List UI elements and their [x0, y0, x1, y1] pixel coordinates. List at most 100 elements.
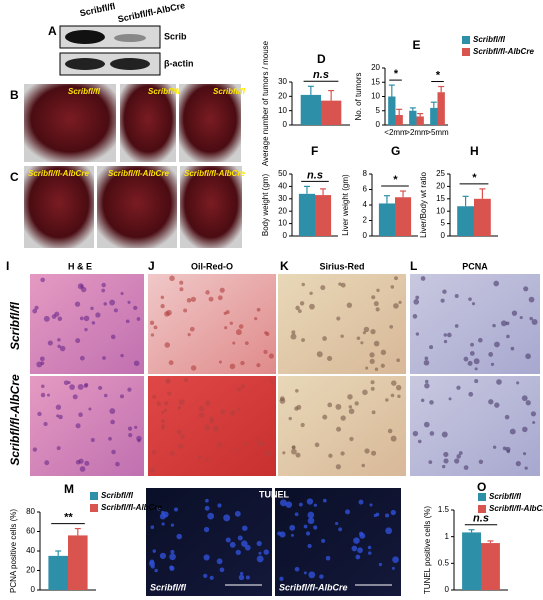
nucleus	[349, 436, 354, 442]
legend-label: Scribfl/fl-AlbCre	[489, 504, 543, 513]
nucleus	[358, 531, 364, 537]
significance-label: *	[393, 174, 398, 186]
nucleus	[136, 317, 141, 321]
histology-image	[148, 274, 276, 374]
nucleus	[178, 444, 184, 449]
nucleus	[494, 402, 500, 408]
nucleus	[40, 361, 45, 366]
stain-label: H & E	[68, 261, 92, 271]
significance-label: **	[64, 511, 73, 523]
nucleus	[305, 531, 311, 536]
nucleus	[205, 290, 210, 295]
nucleus	[469, 351, 475, 356]
liver-photos	[24, 84, 242, 248]
nucleus	[321, 538, 326, 543]
nucleus	[325, 555, 331, 561]
nucleus	[209, 575, 214, 580]
nucleus	[57, 338, 61, 342]
nucleus	[327, 355, 333, 362]
y-tick-label: 15	[371, 77, 380, 86]
nucleus	[263, 349, 268, 354]
nucleus	[39, 356, 45, 362]
nucleus	[511, 310, 518, 316]
nucleus	[217, 503, 222, 508]
nucleus	[232, 341, 236, 345]
nucleus	[370, 386, 375, 391]
nucleus	[237, 535, 243, 541]
nucleus	[395, 384, 402, 391]
nucleus	[88, 407, 92, 411]
nucleus	[234, 448, 238, 453]
nucleus	[338, 282, 342, 286]
y-tick-label: 20	[278, 91, 287, 100]
legend-swatch	[90, 504, 98, 512]
y-tick-label: 30	[278, 77, 287, 86]
nucleus	[297, 309, 302, 314]
nucleus	[179, 280, 184, 285]
nucleus	[109, 299, 116, 306]
nucleus	[412, 430, 419, 437]
nucleus	[199, 412, 205, 418]
legend-swatch	[462, 36, 470, 44]
nucleus	[84, 460, 90, 466]
nucleus	[205, 457, 209, 462]
nucleus	[308, 571, 316, 579]
nucleus	[463, 465, 469, 470]
y-tick-label: 10	[436, 206, 445, 215]
blot-band	[110, 58, 150, 70]
stain-label: Oil-Red-O	[191, 261, 233, 271]
nucleus	[176, 533, 182, 540]
nucleus	[380, 349, 387, 356]
bar	[395, 115, 403, 125]
bar	[481, 543, 500, 590]
legend-swatch	[90, 492, 98, 500]
nucleus	[183, 377, 189, 383]
nucleus	[74, 301, 81, 307]
nucleus	[442, 289, 447, 294]
bar	[409, 110, 417, 125]
y-axis-label: Liver weight (gm)	[341, 174, 350, 236]
nucleus	[120, 291, 124, 296]
histology-image	[30, 376, 144, 476]
nucleus	[57, 344, 61, 349]
nucleus	[190, 296, 197, 302]
nucleus	[291, 445, 296, 450]
nucleus	[394, 276, 398, 281]
stain-label: PCNA	[462, 261, 488, 271]
nucleus	[134, 425, 138, 429]
liver-photo	[97, 166, 177, 248]
nucleus	[340, 415, 346, 421]
nucleus	[47, 340, 53, 346]
nucleus	[291, 448, 297, 455]
nucleus	[448, 397, 452, 401]
nucleus	[504, 414, 510, 420]
bar	[321, 100, 342, 125]
nucleus	[268, 353, 275, 359]
photo-label: Scribfl/fl	[213, 87, 246, 96]
nucleus	[516, 381, 520, 385]
panel-letter: I	[6, 259, 9, 273]
y-axis-label: TUNEL positive cells (%)	[423, 506, 432, 595]
nucleus	[81, 286, 87, 293]
nucleus	[183, 308, 188, 313]
nucleus	[348, 408, 355, 415]
nucleus	[502, 446, 507, 451]
nucleus	[220, 409, 226, 415]
y-tick-label: 5	[376, 106, 381, 115]
nucleus	[313, 503, 317, 507]
nucleus	[348, 405, 353, 409]
blot-band	[114, 34, 146, 42]
nucleus	[219, 287, 225, 293]
nucleus	[335, 521, 339, 526]
y-tick-label: 20	[436, 182, 445, 191]
nucleus	[103, 393, 108, 398]
nucleus	[258, 551, 262, 555]
nucleus	[528, 296, 535, 303]
nucleus	[523, 286, 529, 292]
nucleus	[474, 379, 479, 384]
nucleus	[32, 447, 38, 452]
nucleus	[423, 421, 430, 428]
nucleus	[447, 332, 452, 338]
nucleus	[471, 302, 476, 306]
